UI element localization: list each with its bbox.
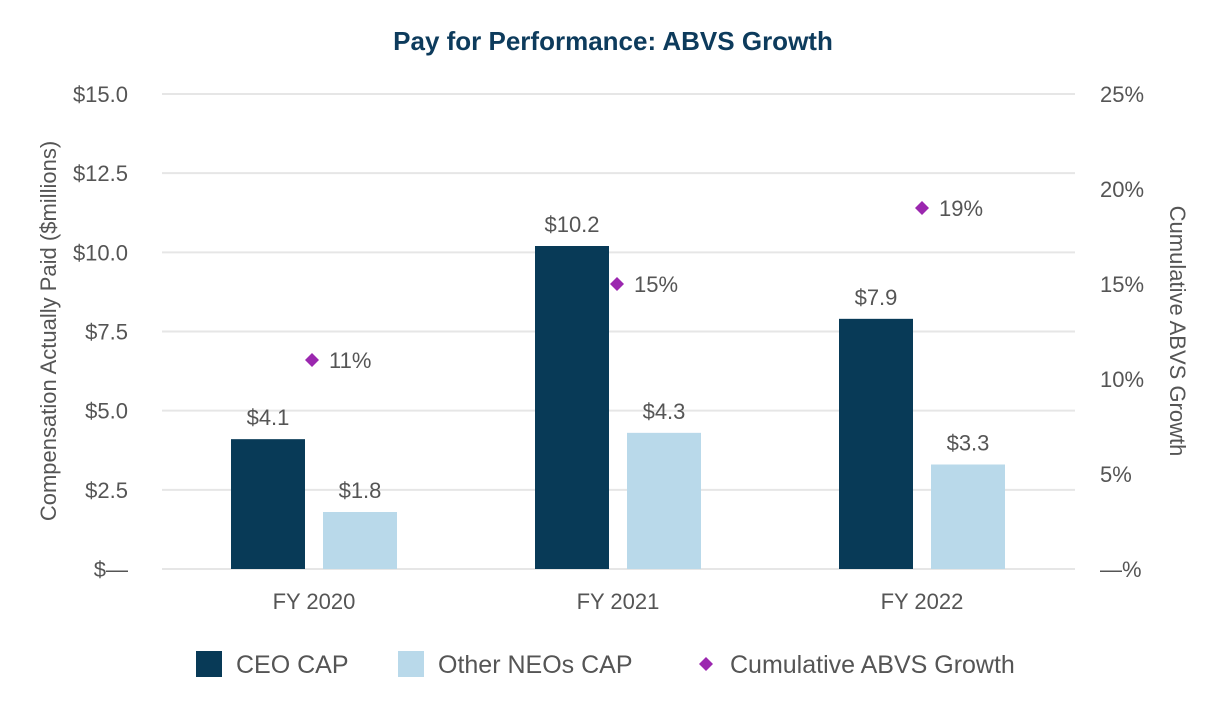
bar-value-label: $7.9 (855, 285, 898, 310)
right-tick-label: 15% (1100, 272, 1144, 297)
legend-label: CEO CAP (236, 651, 349, 679)
right-axis-label: Cumulative ABVS Growth (1165, 206, 1190, 457)
bar-value-label: $1.8 (339, 478, 382, 503)
left-axis-ticks: $— $2.5 $5.0 $7.5 $10.0 $12.5 $15.0 (73, 82, 128, 582)
left-tick-label: $12.5 (73, 161, 128, 186)
x-axis-ticks: FY 2020 FY 2021 FY 2022 (273, 589, 964, 614)
bar-ceo-cap (839, 318, 913, 569)
left-tick-label: $2.5 (85, 478, 128, 503)
bar-value-label: $10.2 (544, 212, 599, 237)
bar-other-neos-cap (931, 464, 1005, 569)
legend-label: Cumulative ABVS Growth (730, 651, 1015, 679)
gridlines (162, 93, 1075, 570)
right-tick-label: 20% (1100, 177, 1144, 202)
bar-ceo-cap (535, 246, 609, 569)
x-tick-label: FY 2021 (577, 589, 660, 614)
growth-value-label: 11% (329, 348, 371, 373)
bar-other-neos-cap (323, 512, 397, 569)
growth-value-label: 19% (939, 196, 983, 221)
bar-value-label: $4.3 (643, 399, 686, 424)
right-axis-ticks: —% 5% 10% 15% 20% 25% (1100, 82, 1144, 582)
x-tick-label: FY 2022 (881, 589, 964, 614)
growth-value-label: 15% (634, 272, 678, 297)
bar-other-neos-cap (627, 432, 701, 569)
bar-ceo-cap (231, 439, 305, 569)
right-tick-label: 25% (1100, 82, 1144, 107)
right-tick-label: —% (1100, 557, 1142, 582)
legend-swatch (196, 651, 222, 677)
growth-marker (305, 353, 319, 367)
bar-value-label: $4.1 (247, 405, 290, 430)
legend-swatch (398, 651, 424, 677)
left-tick-label: $— (94, 557, 128, 582)
markers: 11% 15% 19% (305, 196, 983, 373)
legend-label: Other NEOs CAP (438, 651, 633, 679)
left-tick-label: $10.0 (73, 240, 128, 265)
right-tick-label: 5% (1100, 462, 1132, 487)
growth-marker (915, 201, 929, 215)
left-tick-label: $7.5 (85, 320, 128, 345)
legend: CEO CAP Other NEOs CAP Cumulative ABVS Gro… (196, 651, 1015, 679)
left-tick-label: $15.0 (73, 82, 128, 107)
right-tick-label: 10% (1100, 367, 1144, 392)
left-axis-label: Compensation Actually Paid ($millions) (36, 141, 61, 521)
bar-value-label: $3.3 (947, 431, 990, 456)
growth-marker (610, 277, 624, 291)
x-tick-label: FY 2020 (273, 589, 356, 614)
bars: $4.1 $10.2 $7.9 $1.8 $4.3 $3.3 (231, 212, 1005, 569)
left-tick-label: $5.0 (85, 399, 128, 424)
legend-swatch (699, 657, 713, 671)
chart-title: Pay for Performance: ABVS Growth (393, 26, 833, 56)
